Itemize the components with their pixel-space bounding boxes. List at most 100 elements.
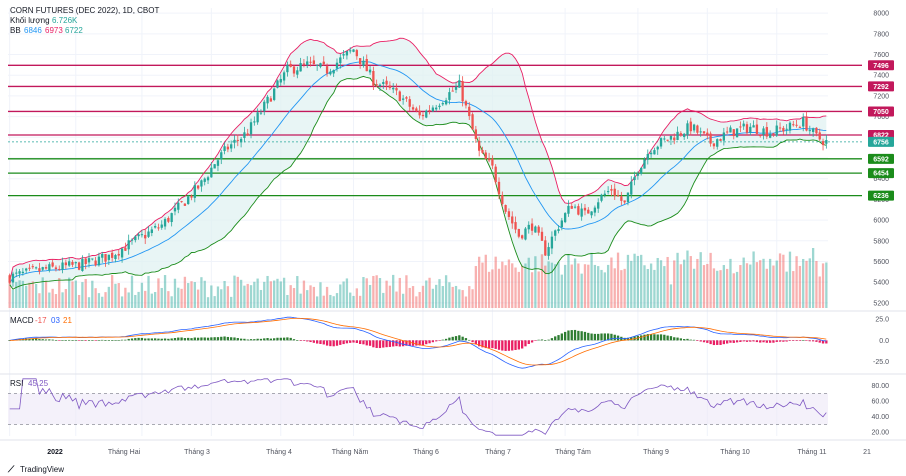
- candle-body-164: [550, 236, 554, 249]
- macd-histogram-bar-220: [735, 340, 739, 343]
- macd-histogram-bar-158: [530, 340, 534, 343]
- macd-histogram-bar-22: [81, 340, 84, 341]
- volume-bar-214: [716, 270, 719, 308]
- candle-body-157: [527, 224, 530, 230]
- macd-histogram-bar-59: [203, 337, 206, 341]
- volume-bar-201: [673, 260, 676, 308]
- macd-histogram-bar-130: [438, 340, 441, 341]
- volume-bar-53: [183, 276, 187, 308]
- candle-body-247: [825, 140, 828, 144]
- volume-bar-9: [38, 293, 41, 308]
- candle-body-165: [554, 230, 557, 236]
- candle-body-124: [418, 110, 421, 116]
- candle-body-88: [299, 63, 302, 72]
- volume-bar-159: [534, 256, 537, 308]
- candle-body-179: [600, 194, 603, 201]
- legend-macd: MACD -17 03 21: [10, 316, 72, 325]
- macd-histogram-bar-84: [286, 337, 289, 341]
- macd-histogram-bar-145: [487, 340, 491, 349]
- volume-bar-63: [216, 286, 220, 308]
- rsi-axis: 80.00 60.00 40.00 20.00: [871, 383, 889, 436]
- candle-body-102: [345, 51, 349, 56]
- candle-body-9: [38, 268, 41, 272]
- volume-bar-150: [504, 265, 507, 308]
- volume-bar-245: [818, 276, 821, 308]
- macd-histogram-bar-14: [54, 340, 58, 341]
- candle-body-187: [626, 192, 630, 203]
- rsi-pane[interactable]: [8, 378, 828, 436]
- volume-bar-211: [706, 263, 709, 308]
- macd-histogram-bar-187: [626, 337, 630, 341]
- macd-histogram-bar-245: [818, 340, 821, 343]
- candle-body-37: [130, 239, 134, 241]
- volume-bar-232: [775, 260, 778, 308]
- candle-body-42: [147, 231, 150, 237]
- volume-bar-51: [177, 287, 180, 308]
- candle-body-225: [752, 125, 755, 128]
- volume-bar-22: [81, 282, 84, 308]
- volume-bar-188: [630, 260, 633, 308]
- volume-bar-76: [259, 289, 263, 308]
- candle-body-246: [821, 141, 825, 146]
- time-tick-label-1: Tháng Hai: [108, 449, 141, 456]
- price-pane[interactable]: [8, 37, 862, 308]
- macd-histogram-bar-37: [130, 338, 134, 341]
- candle-body-198: [663, 138, 666, 140]
- candle-body-47: [163, 218, 167, 227]
- brand-logo[interactable]: ⟋ TradingView: [7, 464, 64, 475]
- macd-histogram-bar-57: [196, 337, 200, 341]
- time-axis[interactable]: 2022 Tháng Hai Tháng 3 Tháng 4 Tháng Năm Thán…: [47, 449, 871, 456]
- volume-bar-241: [805, 260, 808, 308]
- volume-bar-185: [620, 270, 623, 308]
- volume-bar-48: [167, 291, 170, 308]
- volume-bar-216: [722, 265, 726, 308]
- volume-bar-180: [603, 272, 606, 308]
- macd-histogram-bar-129: [435, 340, 438, 342]
- volume-bar-217: [725, 268, 729, 308]
- candle-body-63: [216, 160, 220, 166]
- macd-histogram-bar-226: [755, 340, 759, 343]
- candle-body-61: [210, 167, 213, 178]
- macd-histogram-bar-182: [610, 333, 613, 341]
- macd-histogram-bar-11: [44, 339, 48, 341]
- candle-body-48: [167, 218, 170, 222]
- volume-bar-236: [788, 251, 792, 308]
- volume-bar-2: [15, 281, 18, 308]
- candle-body-227: [759, 135, 762, 137]
- macd-histogram-bar-45: [157, 338, 160, 341]
- volume-bar-91: [309, 285, 312, 308]
- macd-histogram-bar-114: [385, 340, 388, 348]
- volume-bar-50: [173, 278, 177, 308]
- candle-body-147: [494, 166, 497, 183]
- macd-histogram-bar-133: [448, 337, 451, 341]
- pane-dividers[interactable]: [0, 310, 906, 441]
- volume-bar-187: [626, 254, 630, 308]
- volume-bar-56: [193, 282, 196, 308]
- macd-pane[interactable]: [8, 316, 828, 369]
- candle-body-84: [286, 64, 289, 73]
- candle-body-31: [110, 252, 114, 258]
- candle-body-151: [507, 211, 511, 217]
- candle-body-95: [322, 61, 325, 65]
- candle-body-228: [762, 128, 765, 135]
- macd-histogram-bar-89: [302, 340, 306, 341]
- candle-body-50: [173, 207, 177, 212]
- macd-histogram-bar-95: [322, 340, 325, 345]
- macd-histogram-bar-211: [706, 340, 709, 343]
- macd-histogram-bar-19: [71, 340, 74, 341]
- volume-bar-144: [484, 254, 487, 308]
- macd-histogram-bar-81: [276, 337, 279, 341]
- volume-bar-124: [418, 291, 421, 308]
- candle-body-76: [259, 112, 263, 114]
- macd-legend-value-3: 21: [63, 316, 72, 325]
- candle-body-58: [200, 180, 203, 187]
- volume-bar-88: [299, 293, 302, 308]
- candle-body-235: [785, 128, 788, 130]
- volume-bar-6: [28, 282, 31, 308]
- macd-histogram-bar-94: [319, 340, 322, 344]
- volume-bar-197: [659, 260, 663, 308]
- candle-body-244: [815, 127, 818, 134]
- macd-histogram-bar-17: [64, 340, 68, 341]
- candle-body-121: [408, 99, 411, 107]
- candle-body-184: [616, 195, 620, 197]
